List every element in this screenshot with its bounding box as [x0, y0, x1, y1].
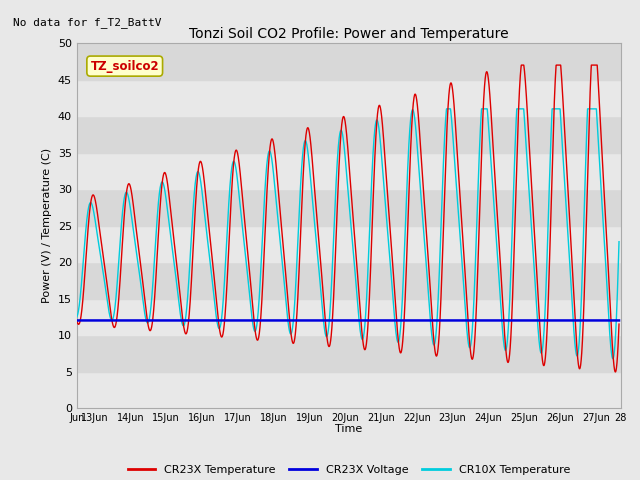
- Bar: [77, 262, 621, 299]
- Y-axis label: Power (V) / Temperature (C): Power (V) / Temperature (C): [42, 148, 52, 303]
- Bar: [77, 299, 621, 335]
- Legend: CR23X Temperature, CR23X Voltage, CR10X Temperature: CR23X Temperature, CR23X Voltage, CR10X …: [124, 460, 574, 479]
- Bar: [77, 189, 621, 226]
- X-axis label: Time: Time: [335, 424, 362, 434]
- Bar: [77, 43, 621, 80]
- Bar: [77, 372, 621, 408]
- Bar: [77, 226, 621, 262]
- Bar: [77, 80, 621, 116]
- Title: Tonzi Soil CO2 Profile: Power and Temperature: Tonzi Soil CO2 Profile: Power and Temper…: [189, 27, 509, 41]
- Bar: [77, 116, 621, 153]
- Text: No data for f_T2_BattV: No data for f_T2_BattV: [13, 17, 161, 28]
- Bar: [77, 335, 621, 372]
- Bar: [77, 153, 621, 189]
- Text: TZ_soilco2: TZ_soilco2: [90, 60, 159, 72]
